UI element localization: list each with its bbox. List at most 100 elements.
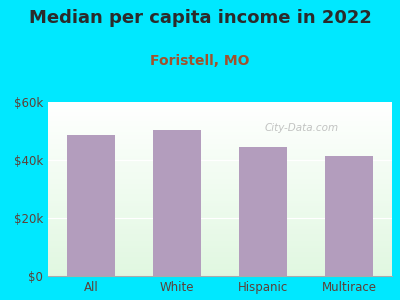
Bar xyxy=(48,203,392,205)
Bar xyxy=(48,250,392,252)
Text: City-Data.com: City-Data.com xyxy=(265,123,339,133)
Bar xyxy=(48,252,392,254)
Bar xyxy=(48,112,392,114)
Bar xyxy=(48,213,392,215)
Bar xyxy=(48,257,392,259)
Bar xyxy=(48,178,392,180)
Bar xyxy=(48,215,392,217)
Bar xyxy=(48,217,392,219)
Bar xyxy=(48,238,392,239)
Bar xyxy=(48,231,392,233)
Bar xyxy=(48,224,392,226)
Bar xyxy=(48,123,392,124)
Bar xyxy=(48,272,392,274)
Bar xyxy=(48,184,392,185)
Bar xyxy=(48,262,392,264)
Bar xyxy=(48,133,392,135)
Bar xyxy=(48,210,392,212)
Bar xyxy=(48,269,392,271)
Bar xyxy=(153,130,201,276)
Bar xyxy=(48,149,392,151)
Bar xyxy=(48,159,392,161)
Bar xyxy=(48,226,392,227)
Bar xyxy=(48,104,392,106)
Text: Foristell, MO: Foristell, MO xyxy=(150,54,250,68)
Bar xyxy=(48,172,392,173)
Bar xyxy=(48,107,392,109)
Bar xyxy=(48,267,392,269)
Bar xyxy=(48,154,392,156)
Bar xyxy=(48,168,392,170)
Bar xyxy=(48,236,392,238)
Bar xyxy=(48,135,392,137)
Bar xyxy=(48,260,392,262)
Bar xyxy=(48,255,392,257)
Bar xyxy=(48,182,392,184)
Bar xyxy=(325,156,373,276)
Bar xyxy=(48,193,392,194)
Bar xyxy=(48,241,392,243)
Bar xyxy=(48,111,392,112)
Bar xyxy=(48,259,392,260)
Bar xyxy=(48,173,392,175)
Bar xyxy=(48,198,392,200)
Bar xyxy=(48,137,392,139)
Bar xyxy=(48,219,392,220)
Bar xyxy=(48,185,392,187)
Bar xyxy=(48,139,392,140)
Bar xyxy=(48,271,392,272)
Bar xyxy=(48,175,392,177)
Bar xyxy=(48,180,392,182)
Bar xyxy=(48,239,392,241)
Bar xyxy=(48,201,392,203)
Bar xyxy=(48,158,392,159)
Bar xyxy=(48,142,392,144)
Bar xyxy=(48,130,392,132)
Bar xyxy=(48,118,392,119)
Bar xyxy=(48,232,392,234)
Bar xyxy=(48,205,392,206)
Bar xyxy=(48,163,392,165)
Bar xyxy=(48,274,392,276)
Bar xyxy=(48,245,392,246)
Bar xyxy=(48,222,392,224)
Bar xyxy=(48,229,392,231)
Bar xyxy=(48,147,392,149)
Bar xyxy=(67,135,115,276)
Bar xyxy=(48,189,392,191)
Bar xyxy=(48,206,392,208)
Bar xyxy=(48,124,392,126)
Bar xyxy=(48,128,392,130)
Bar xyxy=(48,132,392,133)
Bar xyxy=(48,119,392,121)
Bar xyxy=(48,106,392,107)
Bar xyxy=(48,227,392,229)
Bar xyxy=(48,266,392,267)
Bar xyxy=(48,109,392,111)
Bar xyxy=(48,165,392,167)
Bar xyxy=(48,200,392,201)
Bar xyxy=(48,208,392,210)
Bar xyxy=(48,121,392,123)
Text: Median per capita income in 2022: Median per capita income in 2022 xyxy=(28,9,372,27)
Bar xyxy=(48,212,392,213)
Bar xyxy=(48,254,392,255)
Bar xyxy=(48,156,392,158)
Bar xyxy=(48,194,392,196)
Bar xyxy=(48,102,392,104)
Bar xyxy=(48,170,392,172)
Bar xyxy=(48,151,392,152)
Bar xyxy=(48,187,392,189)
Bar xyxy=(48,146,392,147)
Bar xyxy=(48,144,392,146)
Bar xyxy=(48,246,392,248)
Bar xyxy=(48,264,392,266)
Bar xyxy=(48,167,392,168)
Bar xyxy=(239,147,287,276)
Bar xyxy=(48,140,392,142)
Bar xyxy=(48,152,392,154)
Bar xyxy=(48,243,392,245)
Bar xyxy=(48,114,392,116)
Bar xyxy=(48,116,392,118)
Bar xyxy=(48,191,392,193)
